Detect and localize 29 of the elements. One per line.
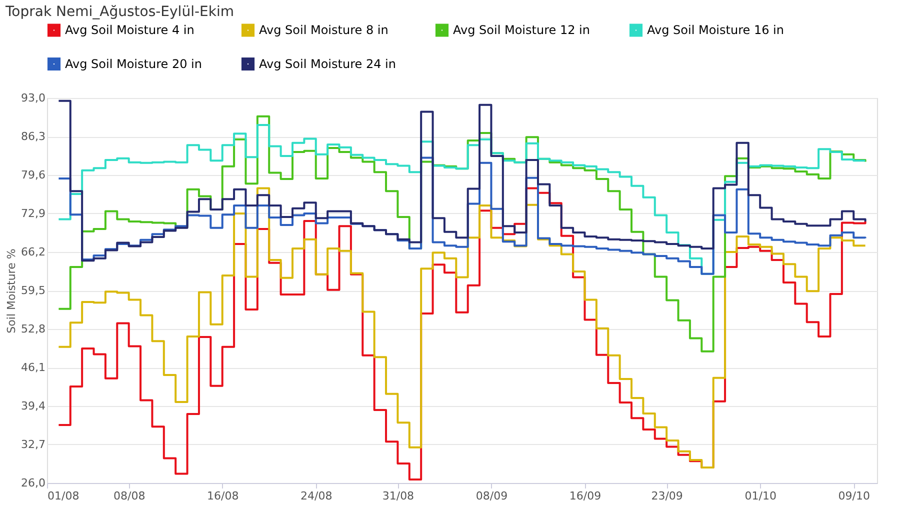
legend-label: Avg Soil Moisture 8 in (259, 23, 388, 38)
x-tick-label: 24/08 (300, 490, 332, 502)
x-tick-label: 16/08 (207, 490, 239, 502)
legend-label: Avg Soil Moisture 20 in (65, 57, 202, 71)
x-tick-label: 09/10 (838, 490, 870, 502)
y-tick-label: 79,6 (21, 168, 46, 182)
y-tick-label: 72,9 (21, 207, 46, 220)
legend-label: Avg Soil Moisture 16 in (647, 23, 784, 38)
x-tick-label: 31/08 (382, 490, 414, 502)
y-tick-label: 86,3 (21, 130, 46, 143)
x-tick-label: 08/09 (476, 490, 508, 502)
y-tick-label: 26,0 (21, 476, 46, 490)
x-tick-label: 16/09 (569, 490, 602, 502)
x-tick-label: 01/10 (744, 490, 776, 502)
chart-title: Toprak Nemi_Ağustos-Eylül-Ekim (4, 4, 234, 20)
x-tick-label: 01/08 (48, 490, 80, 502)
y-tick-label: 66,2 (21, 246, 46, 258)
x-tick-label: 08/08 (113, 490, 146, 502)
y-tick-label: 39,4 (21, 400, 46, 412)
y-tick-label: 46,1 (21, 361, 46, 374)
legend-label: Avg Soil Moisture 24 in (259, 57, 396, 71)
y-axis-title: Soil Moisture % (5, 248, 18, 334)
y-tick-label: 93,0 (21, 92, 46, 104)
y-tick-label: 59,5 (21, 284, 46, 297)
x-tick-label: 23/09 (651, 490, 683, 502)
y-tick-label: 32,7 (21, 438, 46, 451)
legend-label: Avg Soil Moisture 4 in (65, 23, 194, 38)
y-tick-label: 52,8 (21, 322, 46, 336)
legend-label: Avg Soil Moisture 12 in (453, 23, 590, 38)
